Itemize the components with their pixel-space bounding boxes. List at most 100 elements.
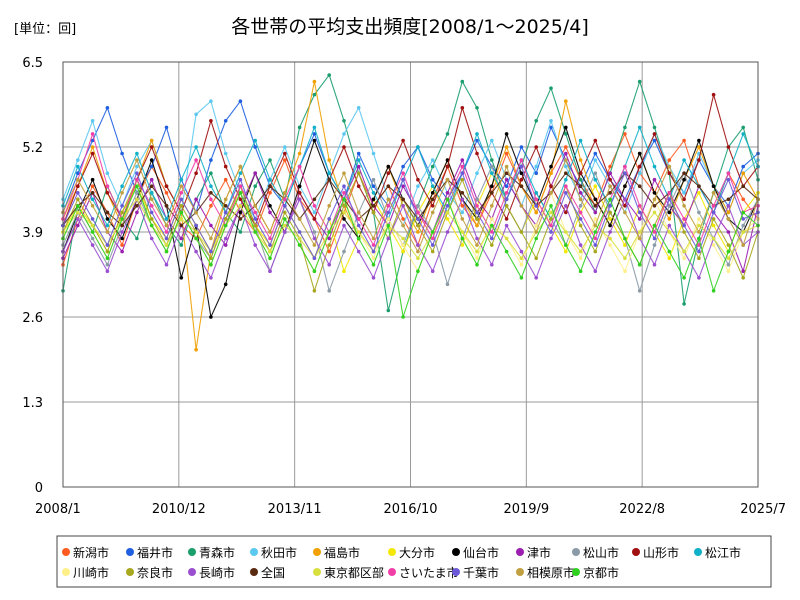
data-point [253,171,257,175]
data-point [564,145,568,149]
data-point [682,230,686,234]
data-point [490,191,494,195]
data-point [726,269,731,274]
data-point [711,243,716,247]
data-point [564,171,568,175]
data-point [682,276,686,280]
data-point [223,243,228,247]
x-tick-label: 2013/11 [268,502,322,517]
data-point [371,197,376,202]
data-point [593,138,598,143]
data-point [490,184,494,188]
series-line [62,197,759,280]
data-point [401,223,405,228]
data-point [564,204,568,208]
legend-marker [694,548,702,556]
legend-label: 奈良市 [137,565,173,580]
data-point [460,243,465,247]
data-point [741,171,745,175]
data-point [223,282,228,287]
y-axis-ticks: 0 1.3 2.6 3.9 5.2 6.5 [22,56,43,496]
data-point [623,184,627,188]
data-point [401,315,405,319]
data-point [667,164,672,169]
data-point [593,184,598,188]
data-point [179,223,184,228]
data-point [416,204,420,208]
data-point [741,210,745,215]
legend-label: 千葉市 [463,565,499,580]
legend-marker [188,568,196,576]
data-point [164,191,169,195]
data-point [135,184,139,188]
data-point [164,184,169,188]
data-point [682,197,686,202]
data-point [578,191,583,195]
data-point [637,164,642,169]
x-tick-label: 2008/1 [35,502,81,517]
data-point [238,217,243,221]
data-point [430,230,435,234]
data-point [711,184,716,188]
data-point [445,217,450,221]
data-point [238,184,243,188]
data-point [711,191,716,195]
legend-label: 新潟市 [73,545,109,560]
legend-label: 青森市 [199,545,235,560]
legend-marker [572,548,580,556]
data-point [327,230,332,234]
data-point [726,177,731,182]
data-point [179,236,184,241]
data-point [504,236,509,241]
x-tick-label: 2019/9 [503,502,549,517]
data-point [90,145,95,149]
data-point [401,197,405,202]
data-point [356,151,361,156]
data-point [623,171,627,175]
data-point [209,99,213,103]
data-point [682,217,686,221]
data-point [460,164,465,169]
data-point [135,197,139,202]
data-point [637,230,642,234]
data-point [342,132,346,136]
data-point [504,223,509,228]
data-point [564,249,568,254]
legend-box [56,535,772,588]
data-point [623,197,627,202]
legend-item: 長崎市 [188,565,235,580]
data-point [238,204,243,208]
data-point [283,204,287,208]
data-point [652,164,657,169]
data-point [519,164,524,169]
data-point [593,171,598,175]
data-point [297,197,302,202]
data-point [430,197,435,202]
data-point [268,191,272,195]
data-point [164,236,169,241]
data-point [608,223,612,228]
data-point [534,119,538,123]
data-point [637,171,642,175]
series-line [62,158,759,253]
data-point [534,223,538,228]
data-point [637,79,642,84]
data-point [268,249,272,254]
data-point [475,249,479,254]
data-point [327,73,332,77]
data-point [697,249,701,254]
data-point [371,276,376,280]
data-point [623,132,627,136]
data-point [697,191,701,195]
data-point [135,164,139,169]
data-point [312,256,317,261]
data-point [356,164,361,169]
data-point [149,223,154,228]
data-point [327,217,332,221]
series-line [62,125,759,227]
data-point [223,236,228,241]
data-point [549,236,553,241]
data-point [445,164,450,169]
data-point [90,151,95,156]
data-point [179,243,184,247]
